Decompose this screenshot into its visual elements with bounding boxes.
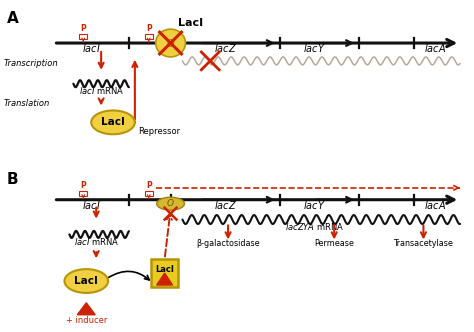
Text: LacI: LacI xyxy=(178,18,203,28)
Text: $\it{lacA}$: $\it{lacA}$ xyxy=(424,199,447,210)
Text: $\it{lacI}$: $\it{lacI}$ xyxy=(82,42,100,54)
Text: $\it{lacI}$ mRNA: $\it{lacI}$ mRNA xyxy=(73,236,118,247)
Text: $\it{lacY}$: $\it{lacY}$ xyxy=(303,42,326,54)
Text: B: B xyxy=(7,172,18,187)
Text: LacI: LacI xyxy=(155,265,174,274)
Text: LacI: LacI xyxy=(101,118,125,127)
Text: Permease: Permease xyxy=(314,239,354,248)
Text: O: O xyxy=(167,39,174,49)
Text: P: P xyxy=(146,181,152,190)
Text: + inducer: + inducer xyxy=(65,316,107,325)
Text: $\it{lacZ}$: $\it{lacZ}$ xyxy=(214,42,237,54)
Ellipse shape xyxy=(155,29,185,57)
Text: P: P xyxy=(81,24,86,33)
Ellipse shape xyxy=(91,111,135,134)
Text: $\it{lacZ}$: $\it{lacZ}$ xyxy=(214,199,237,210)
Text: A: A xyxy=(7,11,18,26)
Bar xyxy=(145,191,153,196)
Polygon shape xyxy=(77,303,95,315)
Text: O: O xyxy=(167,199,174,208)
Bar xyxy=(79,191,87,196)
Bar xyxy=(79,34,87,39)
FancyBboxPatch shape xyxy=(151,259,179,287)
Text: $\it{lacI}$ mRNA: $\it{lacI}$ mRNA xyxy=(79,85,124,96)
Text: $\it{lacA}$: $\it{lacA}$ xyxy=(424,42,447,54)
Text: P: P xyxy=(81,181,86,190)
Polygon shape xyxy=(157,273,173,285)
Text: Transacetylase: Transacetylase xyxy=(393,239,453,248)
Text: $\it{lacY}$: $\it{lacY}$ xyxy=(303,199,326,210)
Text: LacI: LacI xyxy=(74,276,98,286)
Text: Repressor: Repressor xyxy=(138,127,180,136)
Bar xyxy=(145,34,153,39)
Text: β-galactosidase: β-galactosidase xyxy=(196,239,260,248)
Text: Translation: Translation xyxy=(4,99,50,108)
Text: Transcription: Transcription xyxy=(4,59,59,68)
Ellipse shape xyxy=(157,197,184,210)
Ellipse shape xyxy=(64,269,108,293)
Text: $\it{lacZYA}$ mRNA: $\it{lacZYA}$ mRNA xyxy=(285,221,344,232)
Text: $\it{lacI}$: $\it{lacI}$ xyxy=(82,199,100,210)
Text: P: P xyxy=(146,24,152,33)
